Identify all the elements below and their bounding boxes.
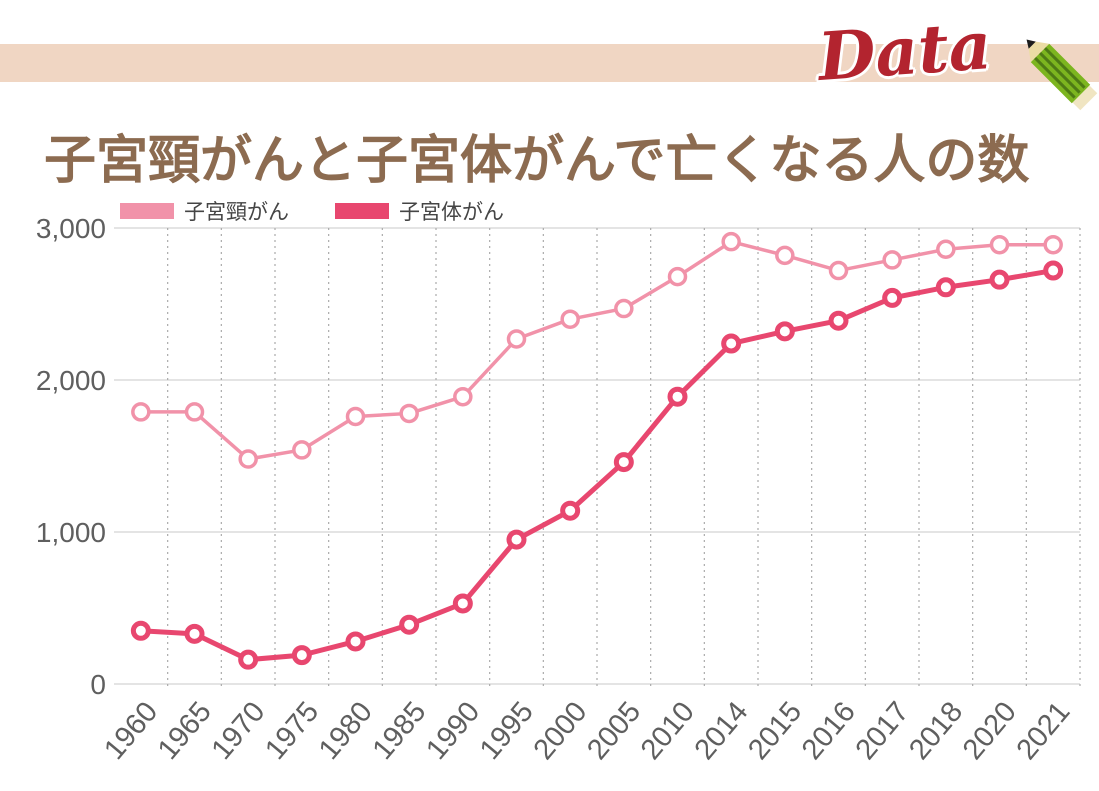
- legend-swatch-cervical: [120, 203, 174, 219]
- data-point-marker: [292, 440, 312, 460]
- data-point-marker: [828, 260, 849, 281]
- data-point-marker: [345, 406, 366, 427]
- data-logo: Data: [812, 6, 1099, 112]
- data-point-marker: [721, 231, 741, 252]
- y-tick-label: 3,000: [36, 213, 106, 244]
- legend-item-corpus: 子宮体がん: [335, 196, 504, 226]
- chart-title: 子宮頸がんと子宮体がんで亡くなる人の数: [44, 132, 1030, 190]
- data-point-marker: [667, 386, 688, 407]
- x-tick-label: 2018: [903, 696, 969, 766]
- x-tick-label: 1965: [152, 696, 218, 766]
- legend-item-cervical: 子宮頸がん: [120, 196, 289, 226]
- y-tick-label: 1,000: [36, 517, 106, 548]
- data-point-marker: [506, 329, 527, 349]
- data-point-marker: [936, 239, 956, 260]
- legend-label-cervical: 子宮頸がん: [184, 201, 289, 224]
- x-tick-label: 2010: [635, 696, 701, 766]
- data-point-marker: [452, 593, 473, 614]
- data-point-marker: [560, 309, 580, 329]
- x-tick-label: 1995: [474, 696, 540, 766]
- data-point-marker: [453, 386, 473, 407]
- y-tick-label: 0: [90, 669, 106, 700]
- data-point-marker: [935, 277, 956, 298]
- line-chart-canvas: 0 1,000 2,000 3,000 196019651970197519801985…: [36, 213, 1081, 766]
- chart-legend: 子宮頸がん 子宮体がん: [120, 196, 504, 226]
- x-tick-label: 2005: [581, 696, 647, 766]
- x-tick-label: 1975: [259, 696, 325, 766]
- data-point-marker: [1043, 234, 1063, 255]
- data-point-marker: [989, 269, 1010, 290]
- x-tick-label: 2020: [957, 696, 1023, 766]
- data-point-marker: [828, 310, 849, 331]
- data-point-marker: [184, 402, 205, 422]
- data-point-marker: [721, 333, 742, 354]
- x-tick-label: 2014: [689, 696, 755, 766]
- data-point-marker: [184, 623, 205, 644]
- x-tick-label: 2000: [528, 696, 594, 766]
- data-point-marker: [291, 645, 312, 666]
- x-tick-label: 1985: [367, 696, 433, 766]
- legend-swatch-corpus: [335, 203, 389, 219]
- data-point-marker: [667, 266, 688, 287]
- legend-label-corpus: 子宮体がん: [399, 201, 504, 224]
- data-point-marker: [613, 452, 634, 473]
- data-point-marker: [560, 500, 581, 521]
- data-point-marker: [989, 234, 1010, 255]
- data-point-marker: [775, 245, 795, 266]
- x-tick-label: 1960: [98, 696, 164, 766]
- data-point-marker: [506, 529, 527, 550]
- data-point-marker: [345, 631, 366, 652]
- x-tick-label: 1980: [313, 696, 379, 766]
- x-tick-label: 2016: [796, 696, 862, 766]
- x-tick-label: 1970: [206, 696, 272, 766]
- y-tick-label: 2,000: [36, 365, 106, 396]
- x-tick-label: 2021: [1011, 696, 1077, 766]
- data-point-marker: [130, 620, 151, 641]
- x-tick-label: 2015: [742, 696, 808, 766]
- x-tick-label: 1990: [420, 696, 486, 766]
- data-point-marker: [882, 287, 903, 308]
- data-point-marker: [774, 321, 795, 342]
- logo-wordmark: Data: [815, 6, 994, 96]
- header-band: [0, 44, 1099, 82]
- data-point-marker: [882, 250, 902, 270]
- data-point-marker: [1043, 260, 1064, 281]
- data-point-marker: [131, 402, 151, 422]
- data-point-marker: [238, 449, 258, 469]
- data-point-marker: [399, 403, 419, 424]
- data-point-marker: [614, 298, 634, 319]
- data-point-marker: [238, 649, 259, 670]
- data-point-marker: [399, 614, 420, 635]
- pencil-icon: [1026, 39, 1099, 112]
- x-tick-label: 2017: [850, 696, 916, 766]
